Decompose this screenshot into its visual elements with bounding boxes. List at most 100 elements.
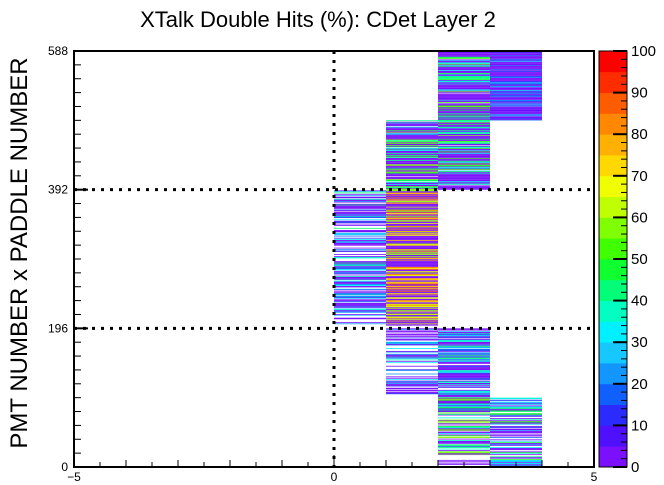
heatmap-cell [438,69,490,71]
heatmap-cell [438,339,490,341]
heatmap-cell [490,112,542,114]
heatmap-cell [438,161,490,163]
colorbar-tick-label: 10 [631,417,648,434]
heatmap-cell [386,324,438,325]
heatmap-cell [386,150,438,151]
heatmap-cell [438,331,490,332]
heatmap-cell [490,415,542,417]
heatmap-cell [386,140,438,142]
heatmap-cell [438,365,490,367]
colorbar-tick-label: 80 [631,126,648,143]
heatmap-cell [490,411,542,412]
heatmap-cell [438,84,490,86]
heatmap-cell [386,304,438,306]
heatmap-cell [334,220,386,222]
heatmap-cell [334,242,386,244]
heatmap-cell [334,283,386,284]
heatmap-cell [386,239,438,240]
heatmap-cell [386,331,438,332]
heatmap-cell [490,409,542,411]
heatmap-cell [438,440,490,441]
heatmap-cell [386,143,438,145]
heatmap-cell [334,200,386,202]
colorbar-tick-label: 90 [631,85,648,102]
heatmap-cell [386,210,438,211]
heatmap-cell [386,241,438,243]
heatmap-cell [334,250,386,252]
heatmap-cell [490,92,542,94]
heatmap-cell [438,70,490,72]
heatmap-cell [438,350,490,352]
heatmap-cell [334,208,386,209]
heatmap-cell [438,357,490,359]
heatmap-cell [386,286,438,288]
heatmap-cell [386,129,438,131]
heatmap-cell [334,272,386,274]
heatmap-cell [386,382,438,383]
heatmap-cell [438,53,490,54]
heatmap-cell [386,227,438,229]
heatmap-cell [490,93,542,95]
heatmap-cell [438,112,490,114]
heatmap-cell [490,96,542,98]
heatmap-cell [386,145,438,147]
heatmap-cell [438,66,490,68]
heatmap-cell [490,63,542,65]
heatmap-cell [386,281,438,283]
heatmap-cell [438,332,490,334]
heatmap-cell [438,99,490,100]
heatmap-cell [386,302,438,304]
heatmap-cell [386,145,438,146]
heatmap-cell [438,57,490,59]
heatmap-cell [490,447,542,448]
heatmap-cell [490,97,542,99]
heatmap-cell [438,389,490,391]
heatmap-cell [438,396,490,398]
heatmap-cell [438,63,490,64]
heatmap-cell [386,191,438,192]
heatmap-cell [438,55,490,57]
divider-lines [74,51,594,467]
colorbar-tick-label: 20 [631,376,648,393]
heatmap-cell [386,135,438,137]
heatmap-cell [490,449,542,451]
heatmap-cell [490,85,542,87]
heatmap-cell [438,421,490,422]
heatmap-cell [334,239,386,241]
heatmap-cell [438,382,490,384]
heatmap-cell [386,302,438,303]
heatmap-cell [490,420,542,422]
heatmap-cell [386,217,438,219]
colorbar-swatch [599,155,627,177]
heatmap-cell [438,167,490,169]
heatmap-cell [438,142,490,144]
heatmap-cell [490,421,542,423]
heatmap-cell [438,80,490,82]
heatmap-cell [386,193,438,195]
heatmap-cell [490,400,542,402]
heatmap-cell [334,223,386,225]
heatmap-cell [438,395,490,397]
heatmap-cell [438,130,490,132]
heatmap-cell [490,435,542,436]
heatmap-cell [438,147,490,149]
heatmap-cell [386,290,438,292]
heatmap-cell [386,131,438,133]
heatmap-cell [438,139,490,141]
heatmap-cell [334,209,386,211]
heatmap-cell [490,56,542,58]
heatmap-cell [438,384,490,386]
heatmap-cell [438,348,490,350]
heatmap-cell [386,294,438,296]
heatmap-cell [438,179,490,180]
heatmap-cell [490,82,542,83]
heatmap-cell [490,418,542,419]
heatmap-cell [334,221,386,223]
heatmap-cell [334,318,386,320]
heatmap-cell [334,284,386,286]
heatmap-cell [334,211,386,213]
heatmap-cell [438,372,490,374]
heatmap-cell [438,142,490,144]
heatmap-cell [438,116,490,118]
heatmap-cell [386,317,438,319]
